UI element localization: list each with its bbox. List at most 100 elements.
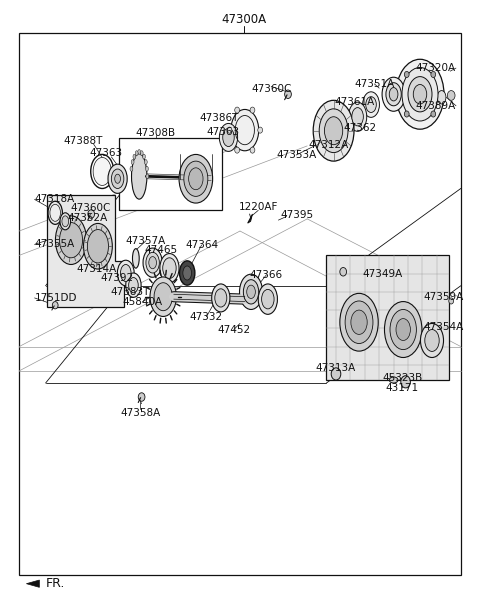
Text: 47349A: 47349A [363,269,403,279]
Text: 47355A: 47355A [35,240,75,249]
Text: 47363: 47363 [89,148,122,158]
Ellipse shape [262,289,274,309]
Text: 47353A: 47353A [276,150,316,160]
Ellipse shape [138,150,141,154]
Ellipse shape [366,97,376,112]
Bar [119,138,222,210]
Ellipse shape [149,257,156,269]
Text: 47351A: 47351A [354,79,395,89]
Ellipse shape [384,302,422,358]
Ellipse shape [390,309,416,350]
Text: 47320A: 47320A [416,63,456,73]
Ellipse shape [93,157,111,185]
Text: 43171: 43171 [385,383,419,393]
Ellipse shape [189,168,203,190]
Circle shape [331,368,341,380]
Ellipse shape [115,174,120,184]
Circle shape [235,107,240,113]
Ellipse shape [129,277,138,293]
Bar [326,255,449,380]
Ellipse shape [120,264,131,282]
Ellipse shape [348,102,367,131]
Text: 47318A: 47318A [35,195,75,204]
Polygon shape [248,214,252,223]
Ellipse shape [130,167,133,171]
Ellipse shape [111,169,124,188]
Text: 45840A: 45840A [122,297,163,306]
Ellipse shape [408,77,432,112]
Text: 47332: 47332 [190,312,223,322]
Ellipse shape [143,248,162,277]
Ellipse shape [437,91,446,104]
Ellipse shape [396,319,410,340]
Text: 47354A: 47354A [424,322,464,332]
Circle shape [250,147,255,153]
Ellipse shape [132,154,147,199]
Text: 47314A: 47314A [77,264,117,274]
Circle shape [431,111,436,117]
Ellipse shape [352,108,363,126]
Ellipse shape [215,289,227,307]
Circle shape [235,147,240,153]
Ellipse shape [108,164,127,193]
Ellipse shape [163,258,176,278]
Circle shape [258,127,263,133]
Ellipse shape [223,128,234,147]
Text: FR.: FR. [46,577,65,590]
Ellipse shape [150,277,177,316]
Ellipse shape [144,159,147,164]
Circle shape [88,210,95,218]
Ellipse shape [132,249,139,268]
Circle shape [52,302,58,309]
Text: 1751DD: 1751DD [35,293,77,303]
Ellipse shape [258,284,277,314]
Ellipse shape [363,92,380,117]
Circle shape [404,71,409,77]
Text: 47360C: 47360C [70,203,110,213]
Ellipse shape [126,273,141,297]
Text: 1220AF: 1220AF [239,202,278,212]
Ellipse shape [117,260,134,286]
Ellipse shape [247,285,255,299]
Circle shape [250,107,255,113]
Ellipse shape [396,60,444,130]
Polygon shape [47,195,124,307]
Ellipse shape [160,254,179,283]
Ellipse shape [386,83,401,106]
Circle shape [138,393,145,401]
Text: 47313A: 47313A [316,363,356,373]
Text: 47361A: 47361A [334,97,374,107]
Circle shape [404,111,409,117]
Ellipse shape [180,261,195,285]
Text: 47389A: 47389A [416,101,456,111]
Circle shape [227,127,232,133]
Text: 47363: 47363 [206,127,240,137]
Ellipse shape [382,77,405,111]
Ellipse shape [87,230,108,263]
Ellipse shape [425,330,439,351]
Ellipse shape [184,161,208,196]
Text: 47366: 47366 [250,270,283,280]
Ellipse shape [146,252,159,273]
Ellipse shape [179,154,213,203]
Ellipse shape [324,117,343,145]
Text: 47357A: 47357A [126,236,166,246]
Ellipse shape [313,100,354,161]
Ellipse shape [340,294,378,351]
Ellipse shape [243,280,259,304]
Ellipse shape [389,88,398,101]
Ellipse shape [140,151,143,156]
Text: 47364: 47364 [185,240,218,250]
Text: 47395: 47395 [280,210,313,220]
Text: 47312A: 47312A [309,140,349,150]
Ellipse shape [345,301,373,344]
Text: 47386T: 47386T [199,113,239,123]
Ellipse shape [133,154,136,159]
Text: 47359A: 47359A [424,292,464,302]
Ellipse shape [131,159,134,164]
Ellipse shape [145,167,148,171]
Ellipse shape [319,109,348,153]
Ellipse shape [212,284,230,312]
Circle shape [340,268,347,276]
Ellipse shape [84,224,112,269]
